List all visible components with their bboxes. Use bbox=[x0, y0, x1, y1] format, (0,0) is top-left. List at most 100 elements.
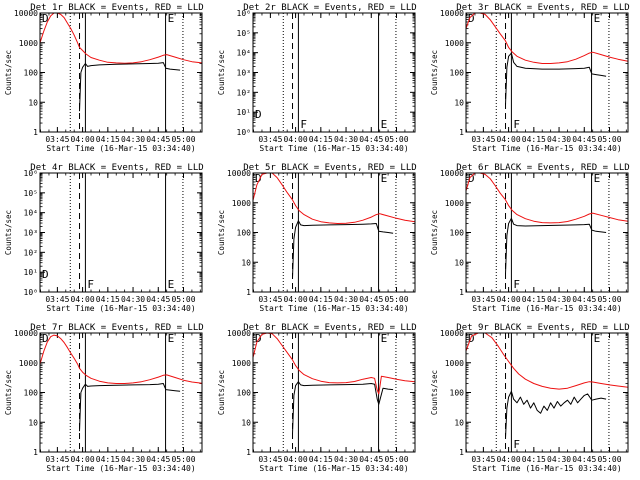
y-tick-label: 10³ bbox=[237, 69, 251, 78]
x-tick-label: 04:00 bbox=[284, 455, 308, 464]
series-line-events bbox=[292, 381, 394, 435]
y-axis-label: Counts/sec bbox=[4, 210, 13, 255]
detector-panel-6: Det 6r BLACK = Events, RED = LLD 1 10 100 10… bbox=[430, 163, 630, 313]
y-tick-label: 10³ bbox=[24, 229, 38, 238]
x-tick-label: 03:45 bbox=[258, 135, 282, 144]
panel-title: Det 9r BLACK = Events, RED = LLD bbox=[456, 323, 629, 333]
marker-label: D bbox=[42, 12, 49, 25]
x-tick-label: 04:45 bbox=[146, 295, 170, 304]
detector-panel-9: Det 9r BLACK = Events, RED = LLD 1 10 100 10… bbox=[430, 323, 630, 473]
detector-panel-3: Det 3r BLACK = Events, RED = LLD 1 10 100 10… bbox=[430, 3, 630, 153]
plot-frame bbox=[465, 172, 629, 293]
y-tick-label: 10² bbox=[237, 88, 251, 97]
marker-label: F bbox=[300, 118, 307, 131]
y-tick-label: 10000 bbox=[440, 169, 464, 178]
y-tick-label: 10000 bbox=[14, 329, 38, 338]
marker-label: D bbox=[255, 172, 262, 185]
series-line-events bbox=[505, 52, 607, 106]
x-tick-label: 04:00 bbox=[497, 135, 521, 144]
y-tick-label: 1000 bbox=[445, 39, 464, 48]
x-tick-label: 04:30 bbox=[334, 455, 358, 464]
x-tick-label: 04:30 bbox=[121, 135, 145, 144]
y-tick-label: 10¹ bbox=[24, 268, 38, 277]
marker-label: D bbox=[255, 108, 262, 121]
x-tick-label: 04:00 bbox=[284, 135, 308, 144]
x-axis-label: Start Time (16-Mar-15 03:34:40) bbox=[259, 464, 408, 473]
detector-panel-7: Det 7r BLACK = Events, RED = LLD 1 10 100 10… bbox=[4, 323, 204, 473]
x-tick-label: 04:15 bbox=[309, 295, 333, 304]
y-tick-label: 10000 bbox=[227, 169, 251, 178]
y-tick-label: 1 bbox=[459, 288, 464, 297]
plot-frame bbox=[252, 172, 416, 293]
marker-label: D bbox=[255, 332, 262, 345]
y-tick-label: 1 bbox=[459, 448, 464, 457]
x-tick-label: 04:30 bbox=[547, 295, 571, 304]
x-tick-label: 04:00 bbox=[71, 135, 95, 144]
y-tick-label: 10000 bbox=[14, 9, 38, 18]
y-tick-label: 100 bbox=[24, 389, 39, 398]
y-tick-label: 10⁰ bbox=[24, 288, 38, 297]
y-tick-label: 1000 bbox=[19, 359, 38, 368]
series-line-lld bbox=[39, 334, 203, 384]
series-line-lld bbox=[465, 12, 629, 64]
series-line-lld bbox=[252, 172, 416, 224]
x-tick-label: 04:00 bbox=[497, 455, 521, 464]
y-tick-label: 10 bbox=[28, 418, 38, 427]
y-tick-label: 100 bbox=[237, 389, 252, 398]
y-tick-label: 100 bbox=[24, 69, 39, 78]
x-tick-label: 04:15 bbox=[522, 455, 546, 464]
series-line-events bbox=[79, 62, 181, 112]
marker-label: D bbox=[42, 332, 49, 345]
plot-frame bbox=[39, 12, 203, 133]
panel-title: Det 5r BLACK = Events, RED = LLD bbox=[243, 163, 416, 173]
y-tick-label: 10000 bbox=[440, 9, 464, 18]
y-tick-label: 10⁰ bbox=[237, 128, 251, 137]
y-tick-label: 100 bbox=[450, 229, 465, 238]
x-tick-label: 04:15 bbox=[96, 455, 120, 464]
x-tick-label: 04:45 bbox=[572, 135, 596, 144]
marker-label: E bbox=[594, 332, 601, 345]
plot-frame bbox=[465, 332, 629, 453]
marker-label: F bbox=[513, 438, 520, 451]
marker-label: E bbox=[381, 332, 388, 345]
x-tick-label: 04:00 bbox=[497, 295, 521, 304]
plot-frame bbox=[252, 12, 416, 133]
y-tick-label: 1000 bbox=[232, 199, 251, 208]
panel-title: Det 1r BLACK = Events, RED = LLD bbox=[30, 3, 203, 13]
y-tick-label: 1 bbox=[459, 128, 464, 137]
y-tick-label: 10 bbox=[241, 258, 251, 267]
panel-title: Det 6r BLACK = Events, RED = LLD bbox=[456, 163, 629, 173]
y-tick-label: 100 bbox=[450, 389, 465, 398]
x-tick-label: 04:15 bbox=[522, 295, 546, 304]
marker-label: D bbox=[468, 172, 475, 185]
marker-label: F bbox=[513, 278, 520, 291]
plot-frame bbox=[39, 332, 203, 453]
x-tick-label: 05:00 bbox=[171, 295, 195, 304]
y-axis-label: Counts/sec bbox=[430, 370, 439, 415]
x-tick-label: 04:00 bbox=[284, 295, 308, 304]
x-tick-label: 05:00 bbox=[597, 135, 621, 144]
detector-panel-4: Det 4r BLACK = Events, RED = LLD 10⁰ 10¹ 10… bbox=[4, 163, 204, 313]
series-line-events bbox=[505, 390, 607, 438]
x-tick-label: 05:00 bbox=[171, 135, 195, 144]
y-tick-label: 1000 bbox=[19, 39, 38, 48]
marker-label: F bbox=[513, 118, 520, 131]
marker-label: D bbox=[468, 332, 475, 345]
marker-label: E bbox=[168, 332, 175, 345]
x-tick-label: 05:00 bbox=[384, 295, 408, 304]
y-axis-label: Counts/sec bbox=[4, 50, 13, 95]
y-tick-label: 10 bbox=[241, 418, 251, 427]
marker-label: E bbox=[168, 278, 175, 291]
x-axis-label: Start Time (16-Mar-15 03:34:40) bbox=[472, 144, 621, 153]
y-tick-label: 10⁶ bbox=[237, 9, 251, 18]
y-tick-label: 10⁴ bbox=[237, 49, 251, 58]
panel-title: Det 3r BLACK = Events, RED = LLD bbox=[456, 3, 629, 13]
marker-label: E bbox=[381, 172, 388, 185]
series-line-lld bbox=[39, 12, 203, 64]
x-tick-label: 04:30 bbox=[121, 455, 145, 464]
x-axis-label: Start Time (16-Mar-15 03:34:40) bbox=[46, 304, 195, 313]
series-line-events bbox=[79, 383, 181, 432]
x-tick-label: 05:00 bbox=[384, 455, 408, 464]
y-tick-label: 1000 bbox=[445, 199, 464, 208]
